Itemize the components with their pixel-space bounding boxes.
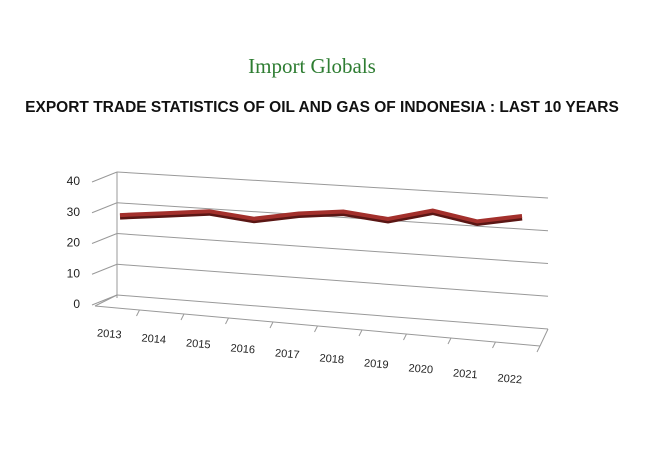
x-tick-label: 2014 — [141, 332, 166, 346]
category-tick — [447, 337, 452, 345]
category-tick — [269, 321, 274, 329]
category-tick — [536, 345, 541, 353]
grid-line — [116, 294, 549, 330]
x-tick-label: 2013 — [97, 327, 122, 341]
y-tick-label: 10 — [67, 266, 81, 280]
y-tick-label: 0 — [73, 297, 80, 311]
grid-line — [116, 233, 549, 264]
category-tick — [314, 325, 318, 333]
grid-line — [116, 263, 549, 297]
x-tick-label: 2020 — [408, 362, 433, 376]
category-tick — [136, 309, 140, 317]
tick-mark — [91, 202, 118, 214]
x-tick-label: 2018 — [319, 352, 344, 366]
grid-line — [116, 171, 549, 199]
category-tick — [492, 341, 496, 349]
y-tick-label: 40 — [67, 174, 81, 188]
data-line — [119, 208, 523, 224]
x-tick-label: 2016 — [230, 342, 255, 356]
x-tick-label: 2015 — [186, 337, 211, 351]
category-tick — [180, 313, 185, 321]
x-tick-label: 2022 — [497, 372, 522, 386]
y-tick-label: 20 — [67, 236, 81, 250]
x-tick-label: 2021 — [453, 367, 478, 381]
logo: Import Globals — [248, 54, 376, 78]
category-tick — [358, 329, 363, 337]
grid-line — [116, 202, 549, 232]
floor-right-edge — [539, 328, 549, 347]
x-tick-label: 2017 — [275, 347, 300, 361]
y-tick-label: 30 — [67, 205, 81, 219]
category-tick — [225, 317, 229, 325]
tick-mark — [91, 263, 118, 275]
tick-mark — [91, 294, 118, 306]
tick-mark — [91, 171, 118, 183]
x-tick-label: 2019 — [364, 357, 389, 371]
chart-title: EXPORT TRADE STATISTICS OF OIL AND GAS O… — [25, 99, 619, 116]
tick-mark — [91, 233, 118, 244]
category-tick — [403, 333, 407, 341]
